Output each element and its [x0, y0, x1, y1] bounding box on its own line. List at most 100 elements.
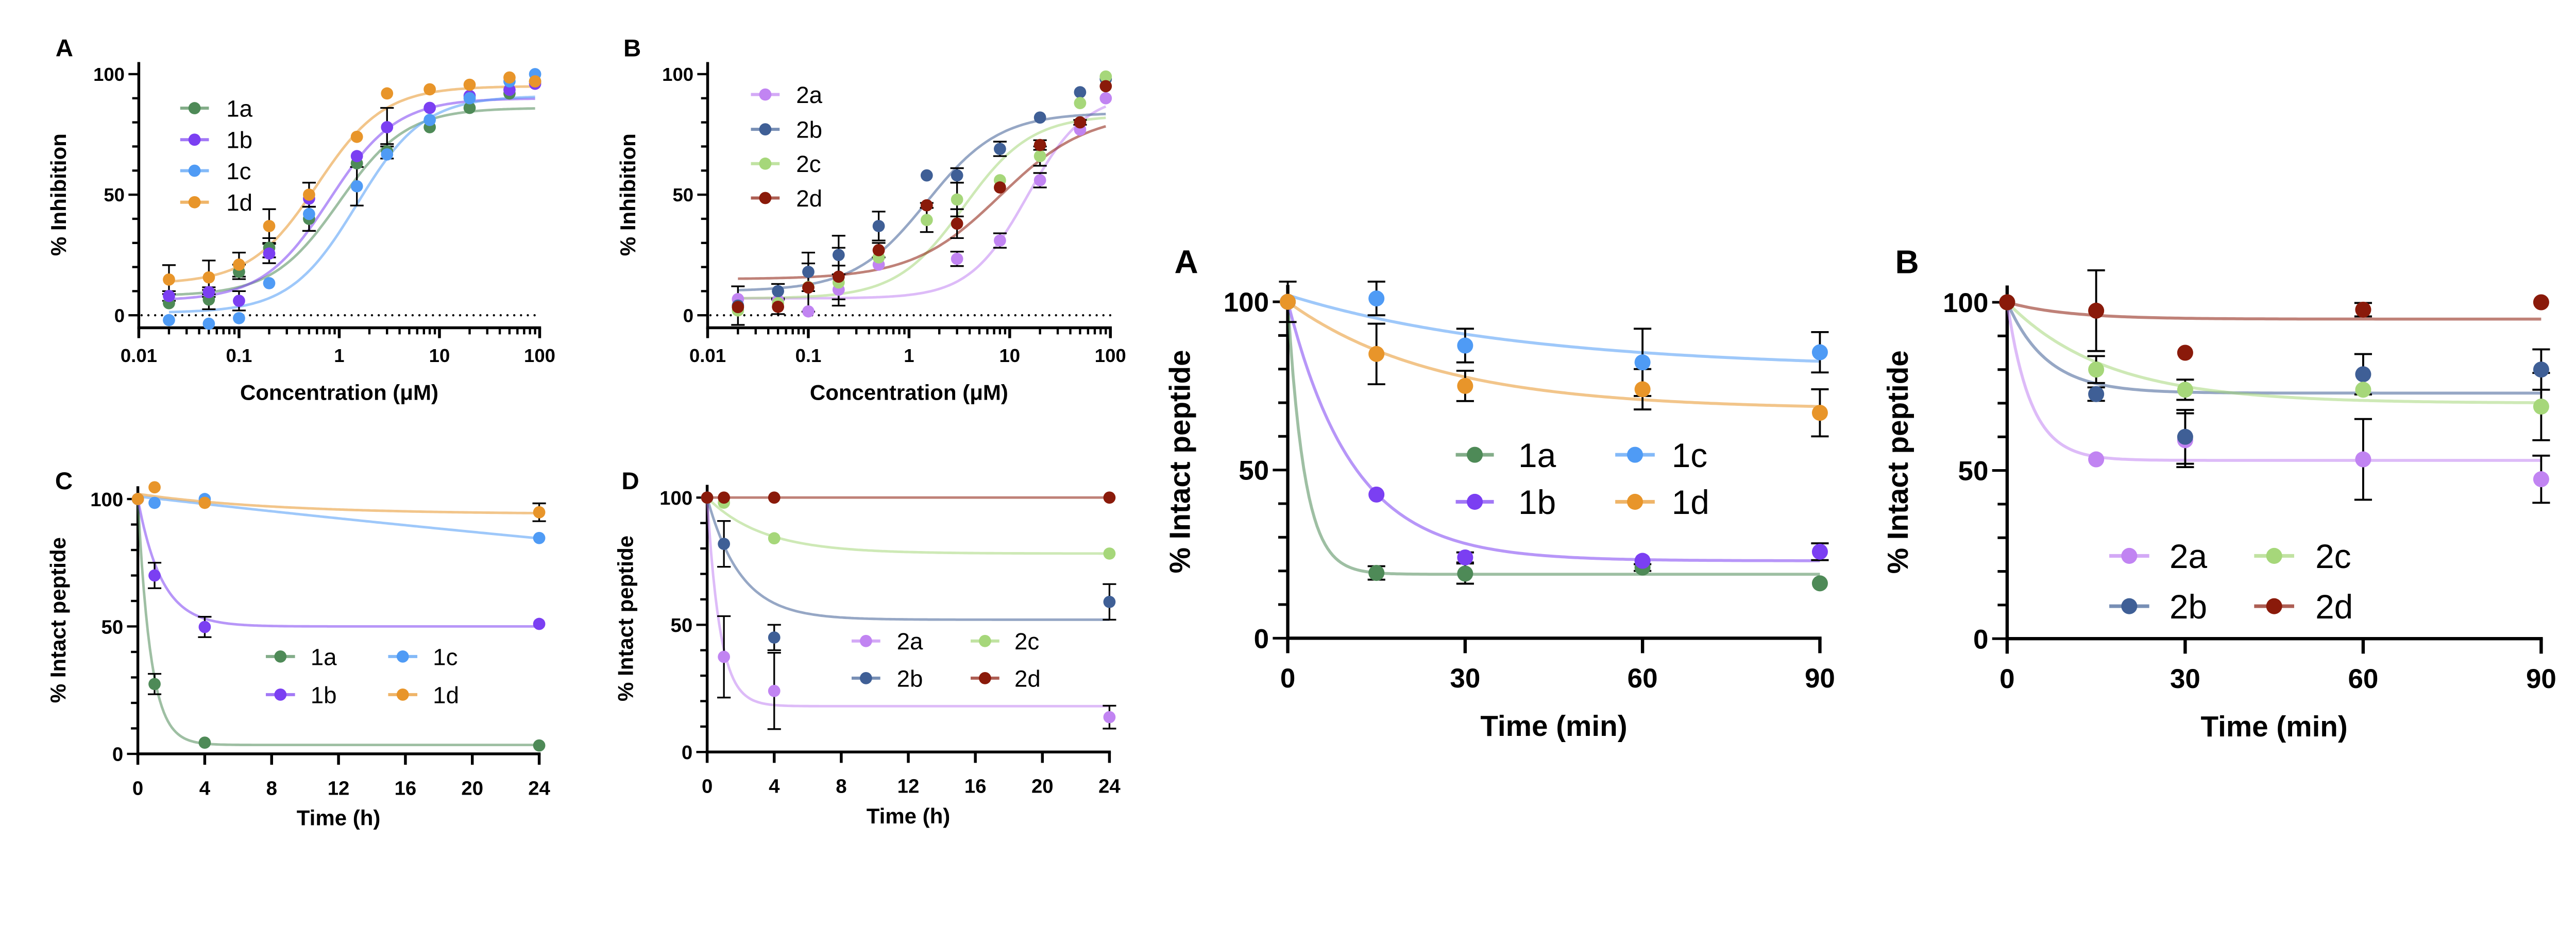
chart-panel-1: B 0 50 100 0.01 0.1 1 10 100 Concentration (μM) % … — [616, 35, 1126, 405]
x-tick-label: 0 — [132, 777, 143, 799]
x-tick-label: 0 — [1999, 664, 2014, 694]
data-point-2c — [2533, 398, 2549, 415]
data-point-1d — [533, 506, 546, 519]
data-point-2a — [718, 650, 731, 663]
legend-label: 2c — [796, 151, 821, 177]
data-point-1d — [463, 78, 476, 91]
y-tick-label: 0 — [683, 305, 693, 326]
legend-item-2d: 2d — [971, 665, 1041, 692]
x-tick-label: 100 — [1095, 345, 1126, 366]
legend-item-1b: 1b — [180, 127, 252, 153]
fit-curve-1a — [137, 498, 539, 747]
data-point-2b — [768, 631, 781, 644]
y-axis-label: % Intact peptide — [46, 537, 70, 703]
legend-item-1d: 1d — [1615, 483, 1709, 521]
x-axis-label: Time (min) — [1480, 710, 1627, 742]
data-point-2d — [832, 270, 845, 283]
legend-label: 1d — [1672, 483, 1709, 521]
fit-curve-2c — [706, 496, 1110, 555]
panel-letter: D — [621, 468, 639, 495]
data-point-2d — [1033, 139, 1046, 151]
data-point-2d — [1074, 116, 1087, 129]
data-point-2c — [768, 532, 781, 545]
data-point-1b — [163, 289, 175, 302]
legend-swatch-marker — [274, 688, 287, 701]
x-tick-label: 100 — [524, 345, 555, 366]
x-tick-label: 10 — [429, 345, 450, 366]
legend-label: 2b — [796, 117, 822, 143]
panel-letter: A — [56, 35, 73, 62]
legend-item-1c: 1c — [180, 158, 251, 184]
legend-item-1b: 1b — [265, 682, 337, 708]
data-point-1a — [198, 736, 211, 749]
chart-panel-3: D 0 50 100 0 4 8 12 16 20 24 Time (h) % Intact pepti… — [613, 468, 1121, 828]
data-point-1c — [1634, 354, 1651, 371]
chart-panel-4: A 0 50 100 0 30 60 90 Time (min) % Intact peptide… — [1164, 244, 1835, 743]
data-point-2d — [1099, 80, 1112, 93]
legend-swatch-marker — [2121, 547, 2138, 564]
data-point-2c — [1103, 547, 1116, 560]
data-point-1c — [202, 317, 215, 330]
data-point-2d — [772, 300, 784, 313]
data-point-2c — [951, 193, 963, 206]
legend-item-2d: 2d — [2254, 588, 2353, 626]
data-point-2c — [1033, 150, 1046, 163]
data-point-2b — [832, 249, 845, 262]
y-tick-label: 100 — [1943, 288, 1988, 318]
chart-panel-5: B 0 50 100 0 30 60 90 Time (min) % Intact peptide… — [1882, 244, 2556, 743]
legend-label: 1b — [311, 682, 337, 708]
data-point-2b — [1103, 595, 1116, 608]
data-point-1b — [1368, 486, 1385, 503]
x-axis-label: Time (h) — [297, 806, 381, 830]
x-axis-label: Time (h) — [867, 804, 951, 828]
x-tick-label: 1 — [904, 345, 914, 366]
data-point-1c — [1811, 344, 1828, 360]
data-point-2a — [1099, 92, 1112, 105]
data-point-2a — [2533, 471, 2549, 488]
data-point-1b — [1811, 543, 1828, 560]
panel-letter: A — [1174, 244, 1198, 281]
legend-swatch-marker — [188, 164, 201, 177]
data-point-1a — [1811, 575, 1828, 592]
y-axis-label: % Intact peptide — [1882, 350, 1914, 574]
data-point-2d — [768, 491, 781, 504]
y-tick-label: 100 — [1224, 287, 1269, 318]
y-tick-label: 50 — [101, 616, 124, 638]
legend-label: 1a — [311, 644, 337, 670]
data-point-2a — [2355, 451, 2371, 468]
fit-curve-2a — [738, 105, 1107, 300]
y-tick-label: 0 — [112, 744, 123, 766]
fit-curve-1c — [168, 95, 535, 314]
y-axis-label: % Intact peptide — [1164, 350, 1196, 573]
legend-label: 2b — [897, 665, 923, 692]
data-point-1b — [423, 101, 436, 114]
legend-swatch-marker — [2266, 598, 2282, 614]
data-point-1d — [1634, 381, 1651, 398]
legend-label: 2a — [796, 82, 822, 108]
data-point-2d — [994, 181, 1006, 194]
data-point-2b — [872, 220, 885, 232]
data-point-2d — [2088, 302, 2105, 319]
data-point-1b — [198, 621, 211, 633]
data-point-1c — [148, 496, 161, 509]
legend-label: 1d — [226, 190, 252, 216]
x-tick-label: 30 — [1450, 663, 1480, 694]
legend-item-2a: 2a — [851, 628, 923, 655]
legend-swatch-marker — [188, 196, 201, 209]
y-tick-label: 100 — [90, 489, 123, 511]
y-tick-label: 50 — [104, 184, 125, 205]
x-tick-label: 0.01 — [121, 345, 157, 366]
legend-item-1d: 1d — [388, 682, 459, 708]
legend-item-2d: 2d — [751, 185, 822, 212]
x-tick-label: 16 — [395, 777, 417, 799]
data-point-1d — [163, 273, 175, 286]
x-tick-label: 24 — [1098, 776, 1121, 798]
x-tick-label: 0 — [1280, 663, 1295, 694]
legend-swatch-marker — [188, 102, 201, 114]
legend-item-1a: 1a — [180, 95, 253, 122]
data-point-2c — [1074, 97, 1087, 110]
x-tick-label: 0.1 — [226, 345, 252, 366]
y-tick-label: 0 — [682, 742, 692, 764]
data-point-2c — [1099, 70, 1112, 83]
